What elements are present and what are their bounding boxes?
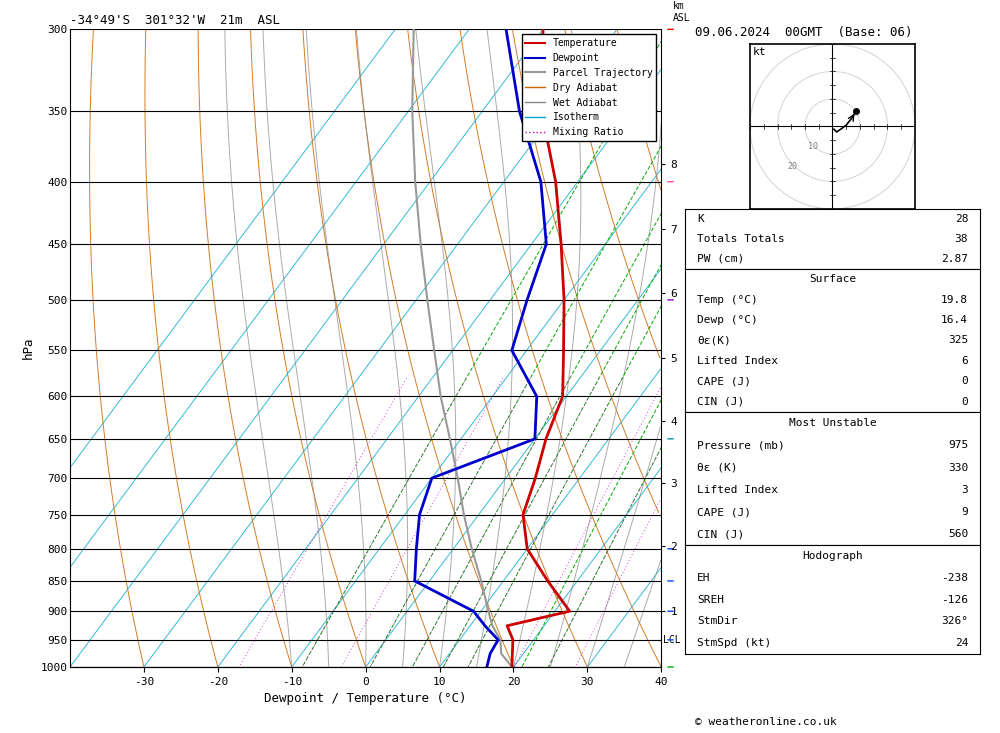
Text: θε(K): θε(K) [697, 336, 731, 345]
Text: 28: 28 [955, 214, 968, 224]
Text: θε (K): θε (K) [697, 463, 737, 473]
Text: K: K [697, 214, 704, 224]
Text: 9: 9 [961, 507, 968, 517]
Text: 975: 975 [948, 441, 968, 450]
Text: 3: 3 [961, 485, 968, 495]
Text: 330: 330 [948, 463, 968, 473]
Text: Dewp (°C): Dewp (°C) [697, 315, 758, 325]
Text: StmSpd (kt): StmSpd (kt) [697, 638, 771, 648]
Y-axis label: hPa: hPa [22, 337, 35, 359]
Text: Surface: Surface [809, 274, 856, 284]
Text: © weatheronline.co.uk: © weatheronline.co.uk [695, 717, 837, 727]
Text: CIN (J): CIN (J) [697, 529, 744, 539]
Text: CAPE (J): CAPE (J) [697, 376, 751, 386]
Text: -34°49'S  301°32'W  21m  ASL: -34°49'S 301°32'W 21m ASL [70, 14, 280, 27]
Text: kt: kt [753, 47, 766, 57]
Text: LCL: LCL [663, 635, 681, 645]
Text: 0: 0 [961, 397, 968, 407]
Text: 09.06.2024  00GMT  (Base: 06): 09.06.2024 00GMT (Base: 06) [695, 26, 912, 39]
X-axis label: Dewpoint / Temperature (°C): Dewpoint / Temperature (°C) [264, 692, 467, 705]
Text: 2.87: 2.87 [941, 254, 968, 264]
Text: SREH: SREH [697, 594, 724, 605]
Text: 19.8: 19.8 [941, 295, 968, 305]
Text: Lifted Index: Lifted Index [697, 356, 778, 366]
Text: 24: 24 [955, 638, 968, 648]
Text: Temp (°C): Temp (°C) [697, 295, 758, 305]
Text: Totals Totals: Totals Totals [697, 234, 785, 244]
Text: CAPE (J): CAPE (J) [697, 507, 751, 517]
Text: CIN (J): CIN (J) [697, 397, 744, 407]
Text: EH: EH [697, 573, 710, 583]
Text: 38: 38 [955, 234, 968, 244]
Text: km
ASL: km ASL [673, 1, 691, 23]
Text: 16.4: 16.4 [941, 315, 968, 325]
Text: 325: 325 [948, 336, 968, 345]
Text: 10: 10 [808, 141, 818, 151]
Text: Mixing Ratio (g/kg): Mixing Ratio (g/kg) [715, 284, 725, 412]
Text: 326°: 326° [941, 616, 968, 626]
Text: -238: -238 [941, 573, 968, 583]
Text: Most Unstable: Most Unstable [789, 418, 876, 428]
Text: StmDir: StmDir [697, 616, 737, 626]
Text: 560: 560 [948, 529, 968, 539]
Text: 0: 0 [961, 376, 968, 386]
Text: 6: 6 [961, 356, 968, 366]
Text: Hodograph: Hodograph [802, 551, 863, 561]
Text: Pressure (mb): Pressure (mb) [697, 441, 785, 450]
Legend: Temperature, Dewpoint, Parcel Trajectory, Dry Adiabat, Wet Adiabat, Isotherm, Mi: Temperature, Dewpoint, Parcel Trajectory… [522, 34, 656, 141]
Text: -126: -126 [941, 594, 968, 605]
Text: Lifted Index: Lifted Index [697, 485, 778, 495]
Text: PW (cm): PW (cm) [697, 254, 744, 264]
Text: 20: 20 [788, 161, 798, 171]
